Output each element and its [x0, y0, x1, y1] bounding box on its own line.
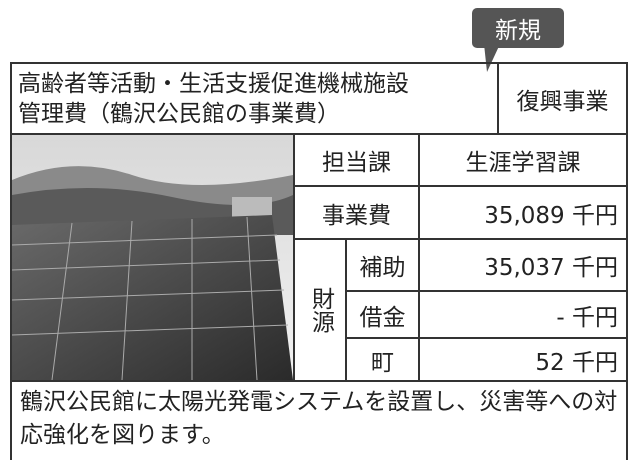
photo-image — [12, 135, 293, 380]
page: 新規 高齢者等活動・生活支援促進機械施設 管理費（鶴沢公民館の事業費） 復興事業… — [0, 0, 638, 460]
label: 補助 — [345, 238, 420, 292]
value: 35,089 千円 — [418, 185, 628, 240]
label: 担当課 — [293, 133, 420, 187]
category: 復興事業 — [497, 62, 628, 135]
label-text: 財源 — [309, 287, 332, 333]
label: 事業費 — [293, 185, 420, 240]
title-line: 管理費（鶴沢公民館の事業費） — [18, 99, 340, 129]
label: 町 — [345, 337, 420, 382]
label: 借金 — [345, 290, 420, 339]
value: - 千円 — [418, 290, 628, 339]
photo — [10, 133, 295, 382]
value: 生涯学習課 — [418, 133, 628, 187]
title-cell: 高齢者等活動・生活支援促進機械施設 管理費（鶴沢公民館の事業費） — [10, 62, 499, 135]
funding-label: 財源 — [293, 238, 347, 382]
value: 35,037 千円 — [418, 238, 628, 292]
value: 52 千円 — [418, 337, 628, 382]
title-line: 高齢者等活動・生活支援促進機械施設 — [18, 69, 409, 99]
description: 鶴沢公民館に太陽光発電システムを設置し、災害等への対応強化を図ります。 — [10, 380, 628, 460]
badge: 新規 — [472, 8, 564, 48]
